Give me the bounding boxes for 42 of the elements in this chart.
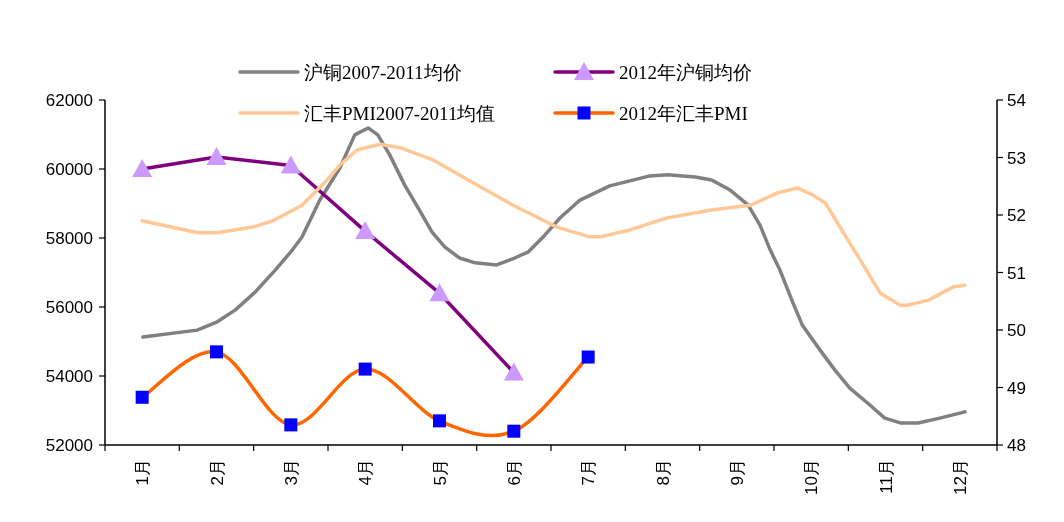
- point: [210, 345, 223, 359]
- legend-label: 汇丰PMI2007-2011均值: [304, 103, 496, 124]
- point: [135, 390, 149, 404]
- x-tick-label: 12月: [950, 459, 970, 495]
- x-tick-label: 5月: [430, 459, 450, 486]
- point: [433, 414, 446, 428]
- x-tick-label: 10月: [802, 459, 822, 495]
- y2-tick-label: 49: [1007, 378, 1026, 398]
- point: [429, 283, 450, 302]
- legend-label: 沪铜2007-2011均价: [304, 62, 462, 83]
- y2-tick-label: 52: [1007, 206, 1026, 225]
- point: [358, 362, 372, 376]
- legend-label: 2012年沪铜均价: [619, 62, 752, 83]
- y2-tick-label: 50: [1007, 321, 1026, 340]
- y-tick-label: 54000: [45, 367, 93, 386]
- y-tick-label: 60000: [45, 160, 93, 179]
- x-tick-label: 6月: [504, 459, 524, 486]
- point: [355, 221, 376, 240]
- x-tick-label: 1月: [133, 459, 153, 486]
- y-tick-label: 62000: [45, 91, 93, 110]
- y2-tick-label: 54: [1007, 91, 1026, 110]
- y-tick-label: 52000: [45, 436, 93, 455]
- point: [284, 418, 298, 432]
- x-tick-label: 8月: [653, 459, 673, 486]
- point: [280, 155, 301, 174]
- y2-tick-label: 48: [1007, 436, 1026, 455]
- x-tick-label: 9月: [727, 459, 747, 486]
- point: [507, 424, 521, 438]
- x-tick-label: 2月: [207, 459, 227, 486]
- y-tick-label: 58000: [45, 229, 93, 248]
- x-tick-label: 4月: [356, 459, 376, 486]
- x-tick-label: 7月: [579, 459, 599, 486]
- legend-label: 2012年汇丰PMI: [619, 103, 748, 124]
- x-tick-label: 3月: [281, 459, 301, 486]
- point: [503, 362, 524, 381]
- point: [132, 159, 153, 177]
- point: [206, 146, 227, 165]
- y2-tick-label: 53: [1007, 148, 1026, 168]
- x-tick-label: 11月: [876, 459, 896, 494]
- y2-tick-label: 51: [1007, 263, 1026, 283]
- point: [581, 350, 595, 364]
- y-tick-label: 56000: [45, 298, 93, 317]
